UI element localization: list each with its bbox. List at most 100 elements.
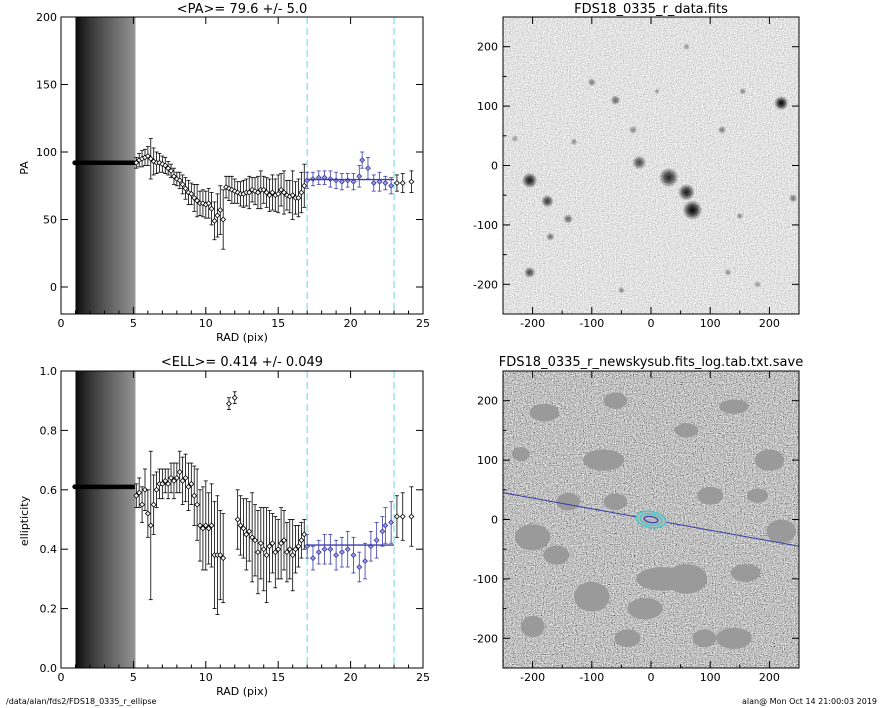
ell-shade-band — [75, 371, 78, 668]
ell-data-point — [281, 537, 287, 544]
masked-region — [514, 524, 551, 551]
img-top-y-tick-label: 200 — [477, 41, 498, 54]
pa-data-point — [188, 190, 195, 197]
pa-data-point — [159, 161, 166, 168]
ell-plot-frame — [60, 370, 424, 669]
pa-shade-band — [95, 17, 98, 314]
pa-data-point — [333, 177, 340, 184]
img-bot-y-tick-label: 200 — [477, 395, 498, 408]
pa-shade-band — [96, 17, 99, 314]
pa-data-point — [350, 178, 357, 185]
ell-data-point — [266, 543, 273, 550]
pa-x-tick-label: 10 — [199, 317, 213, 330]
ell-data-point — [252, 537, 258, 544]
pa-data-point — [382, 180, 389, 187]
ell-shade-band — [117, 371, 120, 668]
pa-shade-band — [128, 17, 131, 314]
ell-data-point — [194, 501, 201, 508]
pa-profile-panel: <PA>= 79.6 +/- 5.0 0 5 10 15 20 25 0 50 100 150 20… — [18, 2, 430, 344]
pa-x-axis-label: RAD (pix) — [216, 331, 268, 344]
pa-shade-band — [101, 17, 104, 314]
ell-y-tick-label: 0.4 — [40, 543, 58, 556]
skysub-image-title: FDS18_0335_r_newskysub.fits_log.tab.txt.… — [499, 355, 803, 370]
pa-shade-band — [90, 17, 93, 314]
source-blob — [511, 135, 519, 143]
pa-shade-band — [132, 17, 135, 314]
ell-shade-band — [115, 371, 117, 668]
ell-data-point — [327, 546, 334, 553]
pa-shade-band — [92, 17, 95, 314]
pa-shade-band — [97, 17, 100, 314]
pa-data-point — [298, 189, 305, 196]
ell-data-point — [202, 522, 209, 529]
ell-data-point — [254, 549, 261, 556]
ell-data-point — [344, 546, 351, 553]
pa-shade-band — [86, 17, 89, 314]
pa-shade-band — [79, 17, 82, 314]
masked-region — [692, 629, 717, 648]
pa-shade-band — [118, 17, 121, 314]
masked-region — [754, 449, 785, 471]
source-blob — [617, 286, 625, 294]
ell-shade-band — [97, 371, 100, 668]
pa-data-point — [194, 197, 201, 204]
ell-data-point — [147, 522, 154, 529]
ell-shade-band — [98, 371, 101, 668]
pa-data-point — [266, 192, 273, 199]
source-blob — [724, 268, 732, 276]
masked-region — [556, 492, 580, 511]
ell-plot-title: <ELL>= 0.414 +/- 0.049 — [161, 355, 323, 370]
pa-shade-band — [131, 17, 133, 314]
img-top-y-tick-label: -200 — [473, 278, 498, 291]
img-top-x-tick-label: 200 — [759, 317, 780, 330]
img-bot-y-tick-label: -100 — [473, 573, 498, 586]
masked-region — [719, 399, 749, 414]
source-blob — [739, 87, 747, 95]
masked-region — [614, 629, 641, 648]
masked-region — [674, 423, 699, 438]
ell-data-point — [179, 477, 186, 484]
ell-shade-band — [102, 371, 105, 668]
img-bot-x-tick-label: 100 — [700, 671, 721, 684]
img-top-x-tick-label: 0 — [648, 317, 655, 330]
ell-data-point — [170, 477, 177, 484]
ell-y-tick-label: 1.0 — [40, 365, 58, 378]
img-bot-y-tick-label: -200 — [473, 632, 498, 645]
pa-data-point — [301, 182, 308, 189]
ell-shade-band — [113, 371, 116, 668]
pa-x-tick-label: 25 — [416, 317, 430, 330]
pa-shade-band — [112, 17, 115, 314]
pa-plot-title: <PA>= 79.6 +/- 5.0 — [177, 2, 308, 17]
ell-shade-band — [92, 371, 95, 668]
ell-shade-band — [112, 371, 115, 668]
ell-shade-band — [111, 371, 114, 668]
source-blob — [754, 280, 762, 288]
ell-data-point — [205, 525, 212, 532]
ell-shade-band — [103, 371, 106, 668]
pa-data-point — [304, 177, 311, 184]
ell-data-point — [298, 537, 305, 544]
pa-y-tick-label: 200 — [36, 11, 57, 24]
source-blob — [658, 167, 679, 188]
ell-shade-band — [116, 371, 119, 668]
ell-data-point — [362, 558, 369, 565]
img-top-x-tick-label: -100 — [579, 317, 604, 330]
ell-x-tick-label: 0 — [58, 671, 65, 684]
ell-x-tick-label: 5 — [130, 671, 137, 684]
pa-data-point — [214, 212, 221, 219]
masked-region — [543, 545, 570, 565]
pa-data-point — [217, 207, 224, 214]
pa-data-point — [281, 189, 287, 196]
source-blob — [587, 78, 597, 87]
source-blob — [628, 125, 638, 135]
ell-shade-band — [96, 371, 99, 668]
pa-data-point — [275, 190, 282, 197]
pa-data-point — [179, 181, 186, 188]
img-top-x-tick-label: -200 — [520, 317, 545, 330]
ell-shade-band — [131, 371, 133, 668]
source-blob — [682, 200, 703, 220]
masked-region — [716, 627, 752, 649]
source-blob — [654, 88, 660, 95]
ell-data-point — [168, 474, 175, 481]
